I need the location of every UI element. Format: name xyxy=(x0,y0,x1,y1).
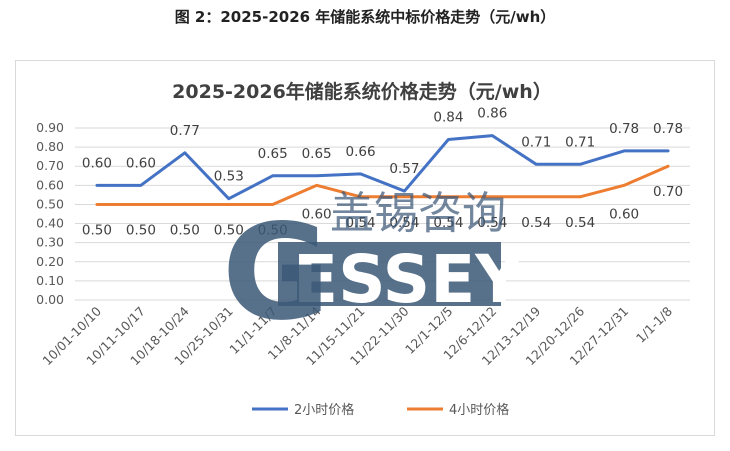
data-label-4h: 0.54 xyxy=(389,215,419,231)
data-label-4h: 0.50 xyxy=(126,222,156,238)
chart-title: 2025-2026年储能系统价格走势（元/wh） xyxy=(172,80,552,103)
data-label-4h: 0.60 xyxy=(609,206,639,222)
y-tick-label: 0.30 xyxy=(36,235,64,250)
watermark-logo-band xyxy=(278,242,501,306)
figure-caption: 图 2：2025-2026 年储能系统中标价格走势（元/wh） xyxy=(174,8,556,26)
series-lines xyxy=(95,134,670,206)
y-tick-label: 0.80 xyxy=(36,139,64,154)
y-tick-label: 0.10 xyxy=(36,273,64,288)
legend: 2小时价格 4小时价格 xyxy=(252,402,509,418)
chart-frame xyxy=(15,60,715,436)
y-tick-label: 0.40 xyxy=(36,216,64,231)
data-label-4h: 0.50 xyxy=(214,222,244,238)
y-axis: 0.00 0.10 0.20 0.30 0.40 0.50 0.60 0.70 0.80 0.90 xyxy=(36,120,64,307)
data-label-4h: 0.50 xyxy=(258,222,288,238)
y-tick-label: 0.00 xyxy=(36,292,64,307)
watermark-brand-text: ESSEY xyxy=(293,241,524,318)
y-tick-label: 0.50 xyxy=(36,196,64,211)
y-tick-label: 0.90 xyxy=(36,120,64,135)
data-label-4h: 0.54 xyxy=(565,215,595,231)
data-label-2h: 0.77 xyxy=(170,123,200,139)
watermark-logo-letter: G xyxy=(222,196,330,350)
data-label-4h: 0.54 xyxy=(477,215,507,231)
legend-label: 4小时价格 xyxy=(449,402,509,418)
data-label-4h: 0.60 xyxy=(302,206,332,222)
data-label-2h: 0.60 xyxy=(126,155,156,171)
y-tick-label: 0.20 xyxy=(36,254,64,269)
data-label-4h: 0.54 xyxy=(346,215,376,231)
watermark: ESSEY G 盖锡咨询 xyxy=(222,188,524,350)
data-label-4h: 0.50 xyxy=(82,222,112,238)
data-label-4h: 0.54 xyxy=(521,215,551,231)
data-label-2h: 0.60 xyxy=(82,155,112,171)
data-label-2h: 0.65 xyxy=(302,146,332,162)
data-label-2h: 0.65 xyxy=(258,146,288,162)
data-label-2h: 0.84 xyxy=(433,109,463,125)
data-label-2h: 0.66 xyxy=(346,144,376,160)
data-label-4h: 0.70 xyxy=(653,184,683,200)
series-line-4h xyxy=(95,164,670,206)
legend-label: 2小时价格 xyxy=(294,402,354,418)
series-line-2h xyxy=(95,134,670,201)
y-tick-label: 0.60 xyxy=(36,177,64,192)
data-labels: 0.60 0.60 0.77 0.53 0.65 0.65 0.66 0.57 0.84 0.86… xyxy=(82,106,683,239)
data-label-2h: 0.71 xyxy=(565,134,595,150)
data-label-2h: 0.78 xyxy=(653,121,683,137)
data-label-2h: 0.53 xyxy=(214,169,244,185)
data-label-2h: 0.86 xyxy=(477,106,507,122)
data-label-4h: 0.50 xyxy=(170,222,200,238)
data-label-2h: 0.71 xyxy=(521,134,551,150)
data-label-2h: 0.78 xyxy=(609,121,639,137)
data-label-4h: 0.54 xyxy=(433,215,463,231)
x-tick-label: 1/1-1/8 xyxy=(633,303,675,345)
watermark-company-name: 盖锡咨询 xyxy=(330,188,506,239)
data-label-2h: 0.57 xyxy=(389,161,419,177)
y-tick-label: 0.70 xyxy=(36,158,64,173)
